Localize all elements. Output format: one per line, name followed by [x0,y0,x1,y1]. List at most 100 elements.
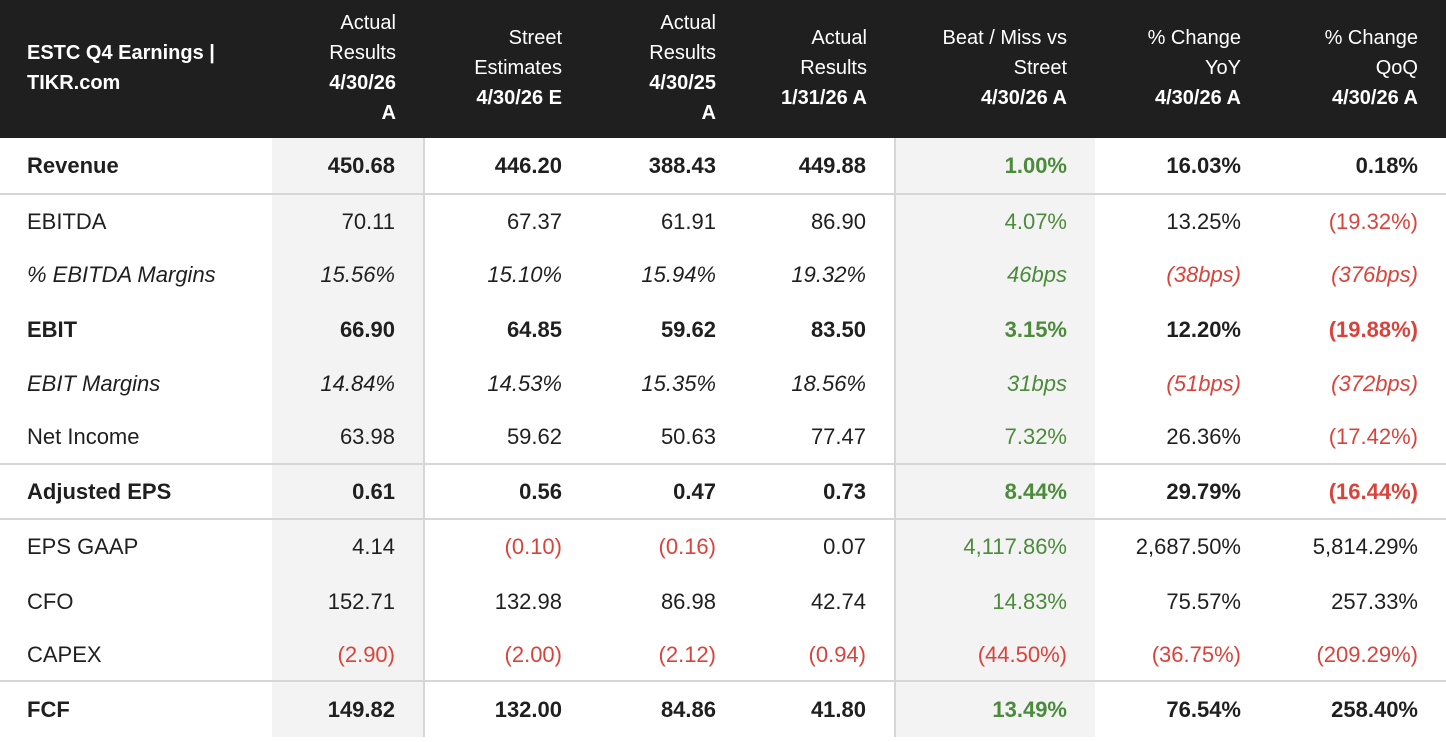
table-cell: 4.07% [894,193,1095,248]
table-cell: 4.14 [272,518,424,574]
table-cell: 3.15% [894,302,1095,357]
table-cell: 152.71 [272,574,424,629]
table-cell: 0.56 [423,463,590,519]
table-row: Net Income 63.98 59.62 50.63 77.47 7.32% 26.36… [0,411,1446,464]
row-label: Adjusted EPS [0,463,272,519]
table-cell: 46bps [894,248,1095,302]
row-label: Revenue [27,152,119,178]
table-cell: 76.54% [1095,680,1269,737]
row-label: CFO [27,588,74,614]
table-cell: 388.43 [648,152,716,178]
table-cell: 149.82 [272,680,424,737]
table-cell: 31bps [894,357,1095,411]
col-header-street-estimates: Street Estimates 4/30/26 E [424,0,590,138]
table-cell: 75.57% [1166,588,1241,614]
header-row: ESTC Q4 Earnings | TIKR.com Actual Result… [0,0,1446,138]
table-cell: 15.10% [423,248,590,302]
row-label: CAPEX [27,641,102,667]
col-header-actual-4-30-26: Actual Results 4/30/26 A [272,0,424,138]
table-cell: 41.80 [744,680,895,737]
row-label: EBITDA [0,193,272,248]
table-row: Adjusted EPS 0.61 0.56 0.47 0.73 8.44% 29.79%(… [0,463,1446,519]
table-cell: 14.53% [423,357,590,411]
table-cell: (209.29%) [1316,641,1418,667]
table-row: EBIT 66.90 64.85 59.62 83.50 3.15% 12.20% (19.8… [0,302,1446,357]
table-cell: 446.20 [423,138,590,194]
table-cell: 7.32% [894,411,1095,464]
row-label: EPS GAAP [0,518,272,574]
table-cell: 14.84% [272,357,424,411]
table-cell: 450.68 [272,138,424,194]
table-cell: 70.11 [272,193,424,248]
table-cell: (19.88%) [1328,316,1418,342]
table-row: Revenue 450.68 446.20 388.43 449.88 1.00% 16.0… [0,138,1446,194]
table-cell: 16.03% [1166,152,1241,178]
table-cell: 84.86 [590,680,744,737]
table-cell: (36.75%) [1151,641,1241,667]
table-cell: 67.37 [423,193,590,248]
table-cell: (0.10) [423,518,590,574]
table-cell: 83.50 [810,316,866,342]
table-cell: 257.33% [1331,588,1418,614]
table-row: EBITDA 70.11 67.37 61.91 86.90 4.07% 13.25% (19… [0,193,1446,248]
table-cell: (0.94) [808,641,866,667]
table-cell: 0.61 [272,463,424,519]
table-cell: 13.25% [1095,193,1269,248]
table-cell: (2.00) [423,629,590,681]
table-cell: 26.36% [1166,424,1241,449]
table-cell: 0.18% [1355,152,1418,178]
table-cell: 0.47 [590,463,744,519]
row-label: % EBITDA Margins [27,262,216,287]
table-cell: 8.44% [894,463,1095,519]
table-cell: 19.32% [791,262,866,287]
table-cell: (2.90) [272,629,424,681]
row-label: FCF [0,680,272,737]
table-title: ESTC Q4 Earnings | TIKR.com [0,0,272,138]
table-cell: (2.12) [658,641,716,667]
table-cell: 18.56% [791,371,866,396]
table-cell: (38bps) [1166,262,1241,287]
table-row: CFO 152.71 132.98 86.98 42.74 14.83% 75.57% 257… [0,574,1446,629]
table-cell: 14.83% [894,574,1095,629]
table-cell: 132.98 [423,574,590,629]
table-cell: 42.74 [810,588,866,614]
table-cell: 59.62 [660,316,716,342]
table-cell: 15.56% [272,248,424,302]
table-cell: 86.90 [744,193,895,248]
table-cell: 59.62 [423,411,590,464]
table-cell: 1.00% [894,138,1095,194]
row-label: EBIT Margins [27,371,161,396]
table-cell: (16.44%) [1269,463,1446,519]
table-cell: 15.35% [641,371,716,396]
table-cell: 0.73 [744,463,895,519]
col-header-change-qoq: % Change QoQ 4/30/26 A [1269,0,1446,138]
table-cell: 258.40% [1269,680,1446,737]
table-cell: 5,814.29% [1269,518,1446,574]
table-row: FCF 149.82 132.00 84.86 41.80 13.49% 76.54% 258… [0,680,1446,737]
col-header-actual-4-30-25: Actual Results 4/30/25 A [590,0,744,138]
table-cell: 50.63 [660,424,716,449]
table-cell: 61.91 [590,193,744,248]
table-cell: (17.42%) [1328,424,1418,449]
table-cell: 66.90 [272,302,424,357]
table-cell: (51bps) [1166,371,1241,396]
table-row: EBIT Margins 14.84% 14.53% 15.35% 18.56% 31bp… [0,357,1446,411]
row-label: EBIT [27,316,78,342]
table-cell: 63.98 [272,411,424,464]
table-cell: (44.50%) [894,629,1095,681]
table-cell: (372bps) [1331,371,1418,396]
table-cell: 0.07 [744,518,895,574]
table-cell: 449.88 [798,152,866,178]
table-cell: (0.16) [590,518,744,574]
table-cell: 77.47 [810,424,866,449]
table-cell: 132.00 [423,680,590,737]
table-cell: (376bps) [1331,262,1418,287]
row-label: Net Income [27,424,140,449]
table-cell: 29.79% [1095,463,1269,519]
table-cell: 2,687.50% [1095,518,1269,574]
col-header-actual-1-31-26: Actual Results 1/31/26 A [744,0,895,138]
table-cell: 12.20% [1166,316,1241,342]
table-cell: 13.49% [894,680,1095,737]
table-cell: 64.85 [423,302,590,357]
